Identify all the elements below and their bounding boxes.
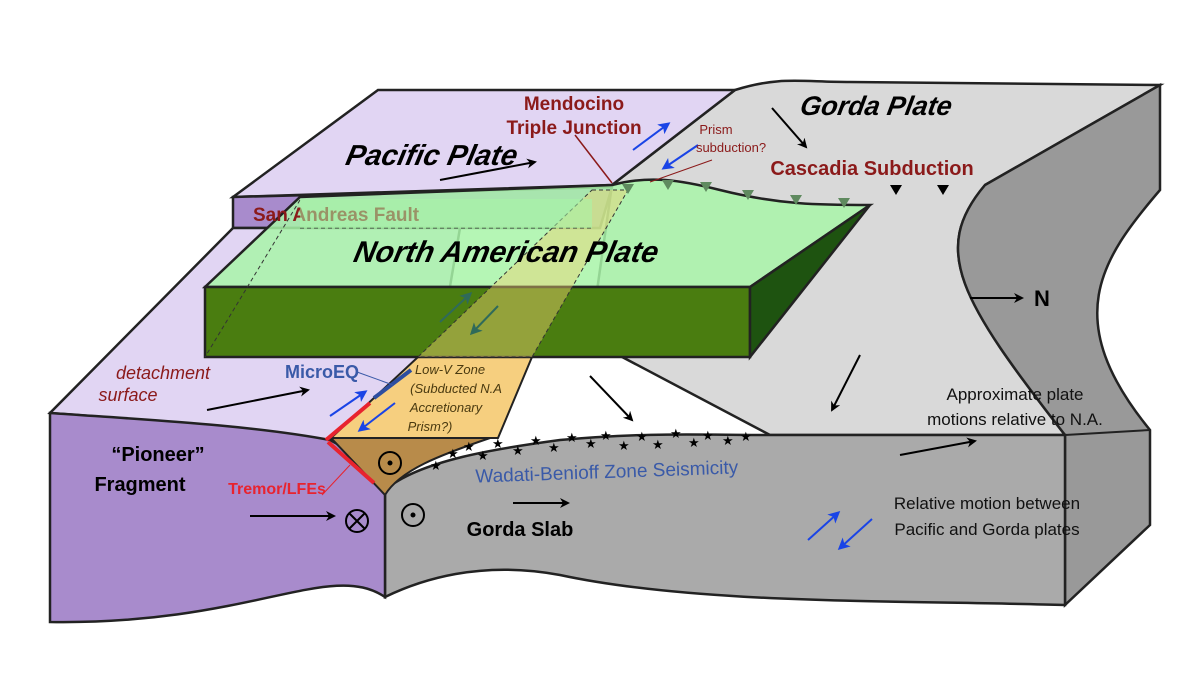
north-american-plate-label: North American Plate [351,236,662,269]
star-icon: ★ [512,443,524,458]
star-icon: ★ [722,433,734,448]
north-american-plate-front [203,285,752,359]
out-of-page-symbol [378,451,425,527]
star-icon: ★ [652,437,664,452]
subduction-teeth [622,180,949,208]
plate-motion-arrows [206,107,1024,521]
star-icon: ★ [566,430,578,445]
pacific-arrow [439,158,537,181]
star-icon: ★ [600,428,612,443]
star-icon: ★ [618,438,630,453]
star-icon: ★ [530,433,542,448]
legend-plate-motion-2: motions relative to N.A. [927,410,1103,429]
north-american-plate-side [748,203,871,361]
lowv-line4: Prism?) [408,419,453,434]
gorda-slab-front [383,433,1067,607]
microeq-line [372,368,413,400]
pioneer-label: “Pioneer” [111,444,204,466]
star-icon: ★ [463,439,475,454]
star-icon: ★ [548,440,560,455]
star-icon: ★ [636,429,648,444]
star-icon: ★ [447,446,459,461]
low-v-zone-label: Low-V Zone (Subducted N.A Accretionary P… [408,362,502,434]
low-v-zone-projection [416,189,629,358]
legend-relative-motion: Relative motion between [894,494,1080,513]
microeq-label: MicroEQ [285,362,359,382]
gorda-plate-side [956,82,1162,608]
relative-motion-arrows [329,122,873,551]
pioneer-label-2: Fragment [94,474,185,496]
pioneer-fragment [48,411,387,624]
star-icon: ★ [702,428,714,443]
cascadia-label: Cascadia Subduction [770,158,973,180]
star-icon: ★ [740,429,752,444]
lowv-line2: (Subducted N.A [410,381,502,396]
legend-arrow [899,437,977,456]
detachment-arrow [206,386,310,411]
lowv-line1: Low-V Zone [415,362,485,377]
star-icon: ★ [670,426,682,441]
star-icon: ★ [430,458,442,473]
star-icon: ★ [492,436,504,451]
north-label: N [1034,286,1050,311]
mendocino-label-2: Triple Junction [506,118,641,139]
detachment-label: detachment [116,363,211,383]
gorda-arrow [771,107,808,149]
hidden-fault-arrows [439,291,499,336]
legend-relative-motion-2: Pacific and Gorda plates [894,520,1079,539]
seismicity-stars: ★★ ★★★ ★★ ★★ ★★★★★★★ ★ ★ ★ [430,426,752,473]
legend-plate-motion: Approximate plate [946,385,1083,404]
into-page-symbol [345,509,369,533]
prism-label-2: subduction? [696,140,766,155]
star-icon: ★ [688,435,700,450]
detachment-label-2: surface [98,385,157,405]
tremor-line-upper [324,401,372,442]
pacific-plate-label: Pacific Plate [343,139,521,172]
tremor-line-lower [326,440,376,485]
star-icon: ★ [585,436,597,451]
slab-top-arrow [589,375,634,422]
gorda-slab-label: Gorda Slab [467,519,574,541]
low-v-zone-front [328,437,491,497]
gorda-plate-label: Gorda Plate [798,90,955,121]
lowv-line3: Accretionary [409,400,484,415]
gorda-side-arrow [831,354,861,412]
tremor-label: Tremor/LFEs [228,481,326,498]
mendocino-label: Mendocino [524,94,624,115]
prism-label: Prism [699,122,732,137]
star-icon: ★ [477,448,489,463]
